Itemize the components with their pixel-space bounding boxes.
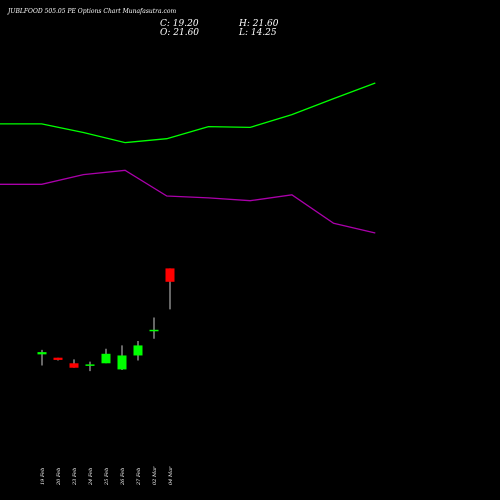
x-tick-label: 20 Feb [56,468,62,486]
x-tick-label: 04 Mar [168,466,174,485]
candle-04-mar [165,268,175,310]
candle-25-feb [101,348,111,364]
indicator-bands [0,82,376,234]
x-axis-ticks: 19 Feb 20 Feb 23 Feb 24 Feb 25 Feb 26 Feb 27 F… [40,466,174,486]
candle-body [53,357,63,360]
candle-body [85,364,95,366]
candle-26-feb [117,345,127,370]
candle-body [101,353,111,364]
x-tick-label: 27 Feb [136,468,142,486]
candle-19-feb [37,349,47,366]
high-value: H: 21.60 [239,19,279,29]
x-tick-label: 23 Feb [72,468,78,486]
candle-body [165,268,175,282]
x-tick-label: 02 Mar [152,466,158,485]
x-tick-label: 26 Feb [120,468,126,486]
candles [37,268,175,372]
candle-20-feb [53,357,63,361]
candle-23-feb [69,359,79,368]
lower-band-line [0,169,376,234]
candle-body [149,329,159,332]
candle-body [37,352,47,355]
page-title: JUBLFOOD 505.05 PE Options Chart Munafas… [8,8,177,15]
candle-body [117,355,127,370]
open-value: O: 21.60 [160,28,200,38]
candle-02-mar [149,317,159,339]
close-value: C: 19.20 [160,19,199,29]
low-value: L: 14.25 [239,28,277,38]
x-tick-label: 24 Feb [88,468,94,486]
upper-band-line [0,82,376,144]
candle-24-feb [85,361,95,372]
candle-body [69,363,79,368]
x-tick-label: 19 Feb [40,468,46,485]
x-tick-label: 25 Feb [104,468,110,486]
candle-27-feb [133,340,143,361]
candle-body [133,345,143,356]
